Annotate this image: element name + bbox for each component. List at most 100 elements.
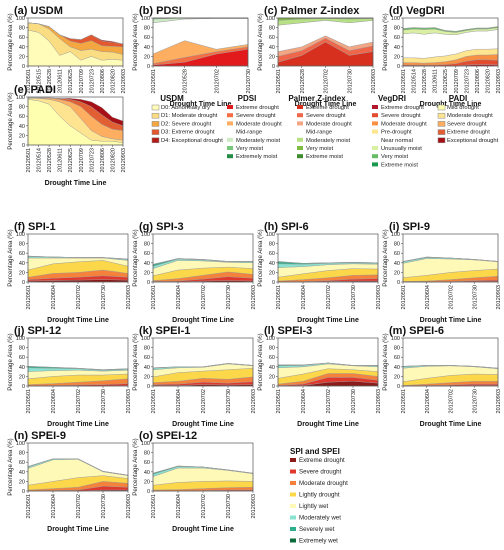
y-tick-label: 80 xyxy=(144,26,150,32)
x-tick-label: 20120625 xyxy=(443,69,449,93)
y-tick-label: 100 xyxy=(391,232,400,238)
x-tick-label: 20120604 xyxy=(425,389,431,413)
y-tick-label: 0 xyxy=(397,280,400,286)
legend-title: PADI xyxy=(449,94,468,103)
x-tick-label: 20120723 xyxy=(464,69,470,93)
legend-label: Moderate drought xyxy=(381,121,427,127)
legend-label: Mild drought xyxy=(447,105,479,111)
y-tick-label: 0 xyxy=(22,280,25,286)
legend-swatch xyxy=(372,154,378,159)
x-tick-label: 20120528 xyxy=(47,69,53,93)
legend-label: Extremely moist xyxy=(236,154,278,160)
y-tick-label: 80 xyxy=(19,26,25,32)
y-tick-label: 0 xyxy=(272,280,275,286)
y-tick-label: 60 xyxy=(19,460,25,466)
y-tick-label: 20 xyxy=(19,374,25,380)
x-tick-label: 20120604 xyxy=(301,389,307,413)
chart-j: 0 20 40 60 80 100 20120501 20120604 20120702 2012… xyxy=(7,325,132,428)
legend-swatch xyxy=(151,137,160,144)
chart-title: (f) SPI-1 xyxy=(14,221,56,233)
y-tick-label: 40 xyxy=(269,261,275,267)
y-axis-label: Percentage Area (%) xyxy=(7,92,14,149)
y-tick-label: 40 xyxy=(144,45,150,51)
y-axis-label: Percentage Area (%) xyxy=(7,333,14,390)
x-tick-label: 20120604 xyxy=(176,389,182,413)
y-tick-label: 40 xyxy=(19,365,25,371)
chart-title: (c) Palmer Z-index xyxy=(264,5,360,17)
legend-swatch xyxy=(151,121,160,127)
x-axis-label: Drought Time Line xyxy=(172,317,234,324)
x-tick-label: 20120820 xyxy=(110,148,116,172)
y-tick-label: 20 xyxy=(269,270,275,276)
y-axis-label: Percentage Area (%) xyxy=(7,229,14,286)
x-tick-label: 20120702 xyxy=(76,494,82,518)
x-tick-label: 20120903 xyxy=(251,389,257,413)
legend-swatch xyxy=(297,113,303,118)
x-tick-label: 20120702 xyxy=(324,69,330,93)
x-tick-label: 20120604 xyxy=(301,285,307,309)
x-tick-label: 20120730 xyxy=(101,285,107,309)
x-axis-label: Drought Time Line xyxy=(47,526,109,533)
y-tick-label: 80 xyxy=(394,26,400,32)
x-tick-label: 20120730 xyxy=(347,69,353,93)
chart-g: 0 20 40 60 80 100 20120501 20120604 20120702 2012… xyxy=(132,221,257,324)
y-tick-label: 60 xyxy=(144,35,150,41)
y-tick-label: 20 xyxy=(394,54,400,60)
legend-label: Moderate drought xyxy=(236,121,282,127)
y-tick-label: 80 xyxy=(19,346,25,352)
chart-title: (g) SPI-3 xyxy=(139,221,184,233)
legend-label: Extreme drought xyxy=(299,457,345,464)
y-tick-label: 60 xyxy=(19,114,25,120)
y-axis-label: Percentage Area (%) xyxy=(7,13,14,70)
legend-label: Very moist xyxy=(306,146,333,152)
x-tick-label: 20120903 xyxy=(251,285,257,309)
x-tick-label: 20120730 xyxy=(226,389,232,413)
legend-label: D2: Severe drought xyxy=(161,121,212,127)
y-tick-label: 100 xyxy=(141,16,150,22)
y-tick-label: 20 xyxy=(144,54,150,60)
plot-frame xyxy=(402,17,499,67)
x-tick-label: 20120730 xyxy=(472,285,478,309)
x-tick-label: 20120903 xyxy=(376,285,382,309)
x-tick-label: 20120501 xyxy=(401,285,407,309)
x-axis-label: Drought Time Line xyxy=(47,317,109,324)
legend-swatch xyxy=(372,137,378,142)
legend-pdsi: PDSI Extreme drought Severe drought Moderat… xyxy=(227,94,282,160)
y-tick-label: 100 xyxy=(16,95,25,101)
x-axis-label: Drought Time Line xyxy=(420,101,482,108)
x-tick-label: 20120501 xyxy=(276,389,282,413)
y-tick-label: 80 xyxy=(394,242,400,248)
x-tick-label: 20120501 xyxy=(26,389,32,413)
x-tick-label: 20120903 xyxy=(121,69,127,93)
legend-label: Moderate drought xyxy=(306,121,352,127)
y-tick-label: 40 xyxy=(19,124,25,130)
legend-label: D3: Extreme drought xyxy=(161,130,215,136)
y-tick-label: 60 xyxy=(269,35,275,41)
y-tick-label: 80 xyxy=(269,26,275,32)
x-tick-label: 20120501 xyxy=(26,285,32,309)
x-tick-label: 20120903 xyxy=(121,148,127,172)
legend-swatch xyxy=(297,137,303,142)
legend-label: Pre-drought xyxy=(381,130,412,136)
chart-o: 0 20 40 60 80 100 20120501 20120604 20120702 2012… xyxy=(132,430,257,533)
x-tick-label: 20120501 xyxy=(151,285,157,309)
y-tick-label: 0 xyxy=(22,143,25,149)
y-tick-label: 100 xyxy=(16,441,25,447)
y-axis-label: Percentage Area (%) xyxy=(257,13,264,70)
legend-label: Lightly drought xyxy=(299,492,340,499)
legend-label: Exceptional drought xyxy=(447,138,499,144)
y-tick-label: 80 xyxy=(19,105,25,111)
legend-usdm: USDM D0: Abnormally dry D1: Moderate droug… xyxy=(151,94,223,144)
y-tick-label: 0 xyxy=(147,489,150,495)
legend-swatch xyxy=(372,129,378,134)
y-tick-label: 20 xyxy=(269,374,275,380)
legend-swatch xyxy=(151,112,160,119)
chart-f: 0 20 40 60 80 100 20120501 20120604 20120702 2012… xyxy=(7,221,132,324)
y-tick-label: 60 xyxy=(269,355,275,361)
x-tick-label: 20120709 xyxy=(79,148,85,172)
y-tick-label: 80 xyxy=(269,242,275,248)
y-tick-label: 100 xyxy=(141,232,150,238)
x-tick-label: 20120604 xyxy=(176,285,182,309)
y-tick-label: 100 xyxy=(266,232,275,238)
